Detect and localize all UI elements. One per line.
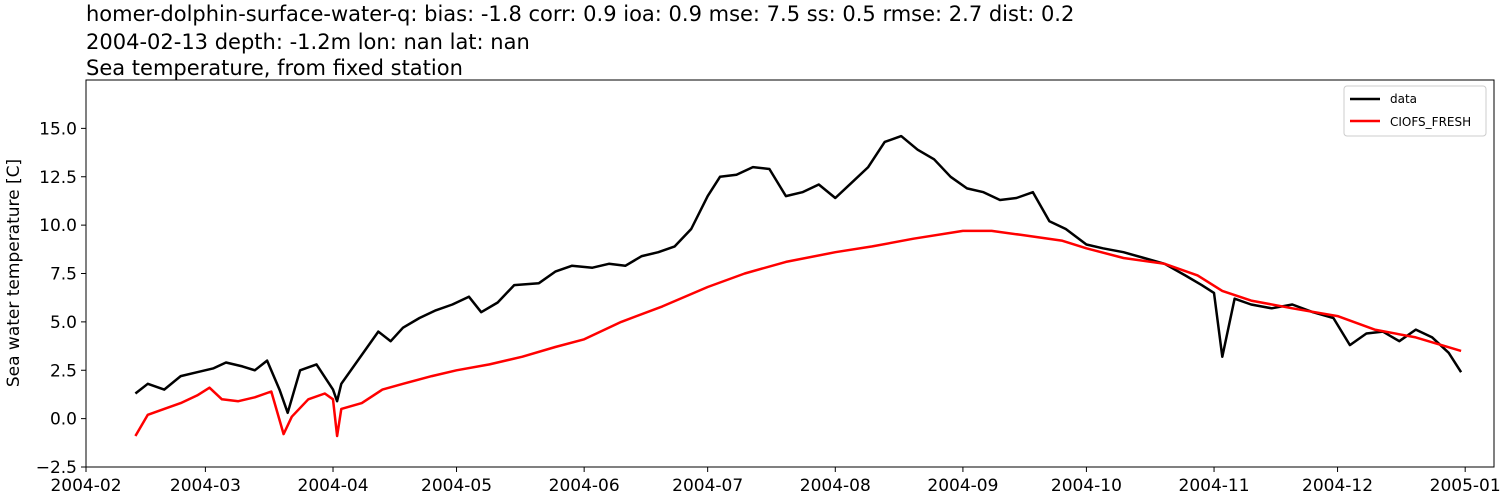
x-tick-label: 2004-08 [800, 476, 871, 496]
x-tick-label: 2004-12 [1302, 476, 1373, 496]
plot-lines [134, 134, 1463, 438]
legend: data CIOFS_FRESH [1343, 85, 1487, 137]
y-tick-label: 10.0 [39, 216, 77, 236]
y-tick-label: 12.5 [39, 168, 77, 188]
x-tick-label: 2004-05 [421, 476, 492, 496]
y-tick-label: 15.0 [39, 119, 77, 139]
chart-title-line-1: homer-dolphin-surface-water-q: bias: -1.… [86, 2, 1075, 26]
x-tick-label: 2004-02 [50, 476, 121, 496]
x-tick-label: 2004-03 [170, 476, 241, 496]
x-tick-label: 2004-07 [672, 476, 743, 496]
legend-label-data: data [1390, 92, 1417, 106]
series-line-ciofs-fresh [134, 229, 1462, 438]
x-tick-label: 2004-10 [1051, 476, 1122, 496]
axes-frame [85, 79, 1495, 468]
y-tick-label: 7.5 [50, 265, 77, 285]
x-tick-label: 2005-01 [1430, 476, 1500, 496]
x-tick-label: 2004-06 [549, 476, 620, 496]
x-axis: 2004-02 2004-03 2004-04 2004-05 2004-06 2004-… [50, 467, 1500, 496]
x-tick-label: 2004-04 [298, 476, 369, 496]
x-tick-label: 2004-09 [927, 476, 998, 496]
chart-title-line-3: Sea temperature, from fixed station [86, 56, 463, 80]
y-tick-label: 5.0 [50, 313, 77, 333]
y-tick-label: 0.0 [50, 410, 77, 430]
y-axis: −2.5 0.0 2.5 5.0 7.5 10.0 12.5 15.0 [36, 119, 86, 478]
y-axis-label: Sea water temperature [C] [4, 159, 24, 387]
y-tick-label: −2.5 [36, 458, 77, 478]
y-tick-label: 2.5 [50, 361, 77, 381]
legend-label-ciofs-fresh: CIOFS_FRESH [1390, 115, 1471, 129]
x-tick-label: 2004-11 [1179, 476, 1250, 496]
chart-title-line-2: 2004-02-13 depth: -1.2m lon: nan lat: na… [86, 30, 530, 54]
series-line-data [134, 134, 1463, 415]
